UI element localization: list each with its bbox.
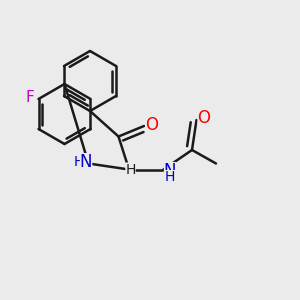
Text: O: O <box>197 109 211 127</box>
Text: H: H <box>125 163 136 176</box>
Text: N: N <box>80 153 92 171</box>
Text: H: H <box>165 170 175 184</box>
Text: H: H <box>74 155 84 169</box>
Text: N: N <box>164 162 176 180</box>
Text: F: F <box>26 90 34 105</box>
Text: O: O <box>145 116 158 134</box>
